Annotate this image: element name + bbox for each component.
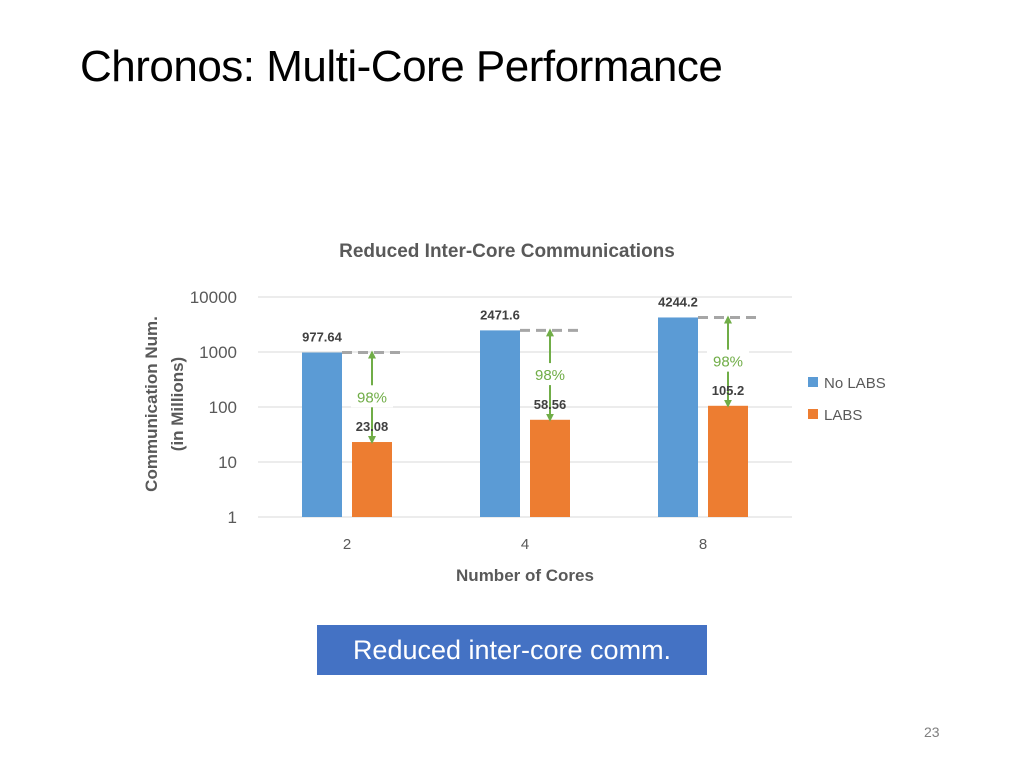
legend-label-no-labs: No LABS — [824, 375, 886, 392]
bars — [302, 317, 748, 517]
slide-title: Chronos: Multi-Core Performance — [80, 42, 723, 91]
y-tick-label: 10000 — [190, 288, 237, 307]
callout-box: Reduced inter-core comm. — [317, 625, 707, 675]
reference-lines — [342, 315, 758, 355]
bar-no-labs — [658, 317, 698, 517]
y-tick-label: 10 — [218, 453, 237, 472]
reduction-arrows: 98% 98% 98% — [351, 315, 749, 445]
annotation-bg — [707, 349, 749, 372]
data-label-no-labs: 977.64 — [302, 330, 343, 345]
x-tick-label: 8 — [699, 536, 707, 553]
x-axis-ticks: 2 4 8 — [343, 536, 707, 553]
x-tick-label: 2 — [343, 536, 351, 553]
bar-labs — [530, 419, 570, 517]
data-label-labs: 23.08 — [356, 419, 389, 434]
bar-labs — [708, 405, 748, 517]
y-axis-label-line1: Communication Num. — [142, 316, 161, 492]
x-tick-label: 4 — [521, 536, 529, 553]
annotation-bg — [529, 363, 571, 386]
data-label-labs: 105.2 — [712, 383, 745, 398]
data-label-no-labs: 2471.6 — [480, 307, 520, 322]
data-label-labs: 58.56 — [534, 397, 567, 412]
legend-label-labs: LABS — [824, 407, 862, 424]
y-tick-label: 1 — [228, 508, 237, 527]
annotation-bg — [351, 385, 393, 408]
bar-no-labs — [302, 352, 342, 517]
bar-no-labs — [480, 330, 520, 517]
y-axis-ticks: 1 10 100 1000 10000 — [190, 288, 237, 527]
legend-swatch-labs — [808, 409, 818, 419]
legend-swatch-no-labs — [808, 377, 818, 387]
data-labels: 977.64 23.08 2471.6 58.56 4244.2 105.2 — [302, 294, 744, 434]
y-axis-label-line2: (in Millions) — [168, 357, 187, 451]
y-axis-label: Communication Num. (in Millions) — [142, 316, 187, 492]
chart-title: Reduced Inter-Core Communications — [339, 241, 675, 262]
legend: No LABS LABS — [808, 375, 886, 424]
y-tick-label: 1000 — [199, 343, 237, 362]
y-tick-label: 100 — [209, 398, 237, 417]
reduction-label: 98% — [713, 354, 743, 371]
slide-number: 23 — [924, 724, 940, 740]
reduction-label: 98% — [535, 367, 565, 384]
reduction-label: 98% — [357, 389, 387, 406]
bar-labs — [352, 442, 392, 517]
data-label-no-labs: 4244.2 — [658, 294, 698, 309]
x-axis-label: Number of Cores — [456, 566, 594, 585]
